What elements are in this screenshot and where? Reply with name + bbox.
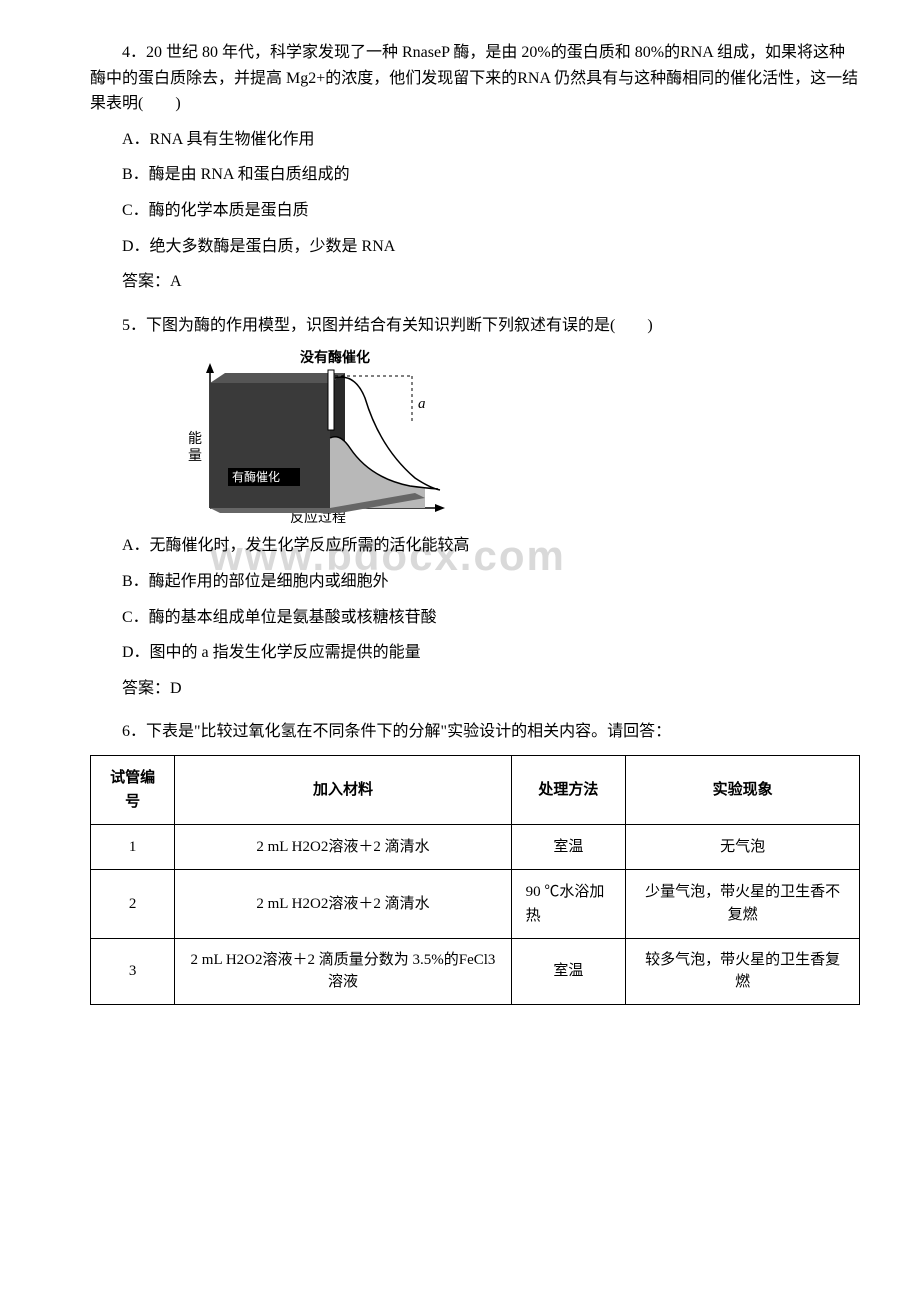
question-6-text: 6．下表是"比较过氧化氢在不同条件下的分解"实验设计的相关内容。请回答： [90, 719, 860, 745]
graph-marker-a: a [418, 396, 426, 412]
q5-option-b: B．酶起作用的部位是细胞内或细胞外 [90, 569, 860, 595]
question-5-text: 5．下图为酶的作用模型，识图并结合有关知识判断下列叙述有误的是( ) [90, 313, 860, 339]
q4-option-a: A．RNA 具有生物催化作用 [90, 127, 860, 153]
graph-ylabel-1: 能 [188, 431, 202, 447]
q4-option-b: B．酶是由 RNA 和蛋白质组成的 [90, 162, 860, 188]
q5-answer: 答案：D [90, 676, 860, 702]
cell-2-3: 少量气泡，带火星的卫生香不复燃 [626, 869, 860, 938]
table-row: 2 2 mL H2O2溶液＋2 滴清水 90 ℃水浴加热 少量气泡，带火星的卫生… [91, 869, 860, 938]
question-4-text: 4．20 世纪 80 年代，科学家发现了一种 RnaseP 酶，是由 20%的蛋… [90, 40, 860, 117]
question-5: 5．下图为酶的作用模型，识图并结合有关知识判断下列叙述有误的是( ) 没有酶催化… [90, 313, 860, 702]
graph-title: 没有酶催化 [300, 349, 370, 366]
table-row: 3 2 mL H2O2溶液＋2 滴质量分数为 3.5%的FeCl3 溶液 室温 … [91, 938, 860, 1004]
th-2: 处理方法 [511, 755, 626, 824]
enzyme-graph: 没有酶催化 能 量 反应过程 [180, 348, 460, 523]
cell-1-1: 2 mL H2O2溶液＋2 滴清水 [175, 824, 511, 869]
table-row: 1 2 mL H2O2溶液＋2 滴清水 室温 无气泡 [91, 824, 860, 869]
table-header-row: 试管编号 加入材料 处理方法 实验现象 [91, 755, 860, 824]
th-3: 实验现象 [626, 755, 860, 824]
question-4: 4．20 世纪 80 年代，科学家发现了一种 RnaseP 酶，是由 20%的蛋… [90, 40, 860, 295]
th-0: 试管编号 [91, 755, 175, 824]
cell-1-3: 无气泡 [626, 824, 860, 869]
graph-inner-label: 有酶催化 [232, 469, 280, 484]
cell-2-2: 90 ℃水浴加热 [511, 869, 626, 938]
question-6: 6．下表是"比较过氧化氢在不同条件下的分解"实验设计的相关内容。请回答： 试管编… [90, 719, 860, 1005]
cell-3-1: 2 mL H2O2溶液＋2 滴质量分数为 3.5%的FeCl3 溶液 [175, 938, 511, 1004]
q4-option-c: C．酶的化学本质是蛋白质 [90, 198, 860, 224]
cell-1-2: 室温 [511, 824, 626, 869]
q4-answer: 答案：A [90, 269, 860, 295]
q4-option-d: D．绝大多数酶是蛋白质，少数是 RNA [90, 234, 860, 260]
experiment-table: 试管编号 加入材料 处理方法 实验现象 1 2 mL H2O2溶液＋2 滴清水 … [90, 755, 860, 1005]
cell-2-1: 2 mL H2O2溶液＋2 滴清水 [175, 869, 511, 938]
cell-3-2: 室温 [511, 938, 626, 1004]
cell-2-0: 2 [91, 869, 175, 938]
cell-1-0: 1 [91, 824, 175, 869]
cell-3-0: 3 [91, 938, 175, 1004]
q5-option-c: C．酶的基本组成单位是氨基酸或核糖核苷酸 [90, 605, 860, 631]
cell-3-3: 较多气泡，带火星的卫生香复燃 [626, 938, 860, 1004]
graph-ylabel-2: 量 [188, 448, 202, 464]
q5-option-d: D．图中的 a 指发生化学反应需提供的能量 [90, 640, 860, 666]
q5-option-a: A．无酶催化时，发生化学反应所需的活化能较高 [90, 533, 860, 559]
th-1: 加入材料 [175, 755, 511, 824]
